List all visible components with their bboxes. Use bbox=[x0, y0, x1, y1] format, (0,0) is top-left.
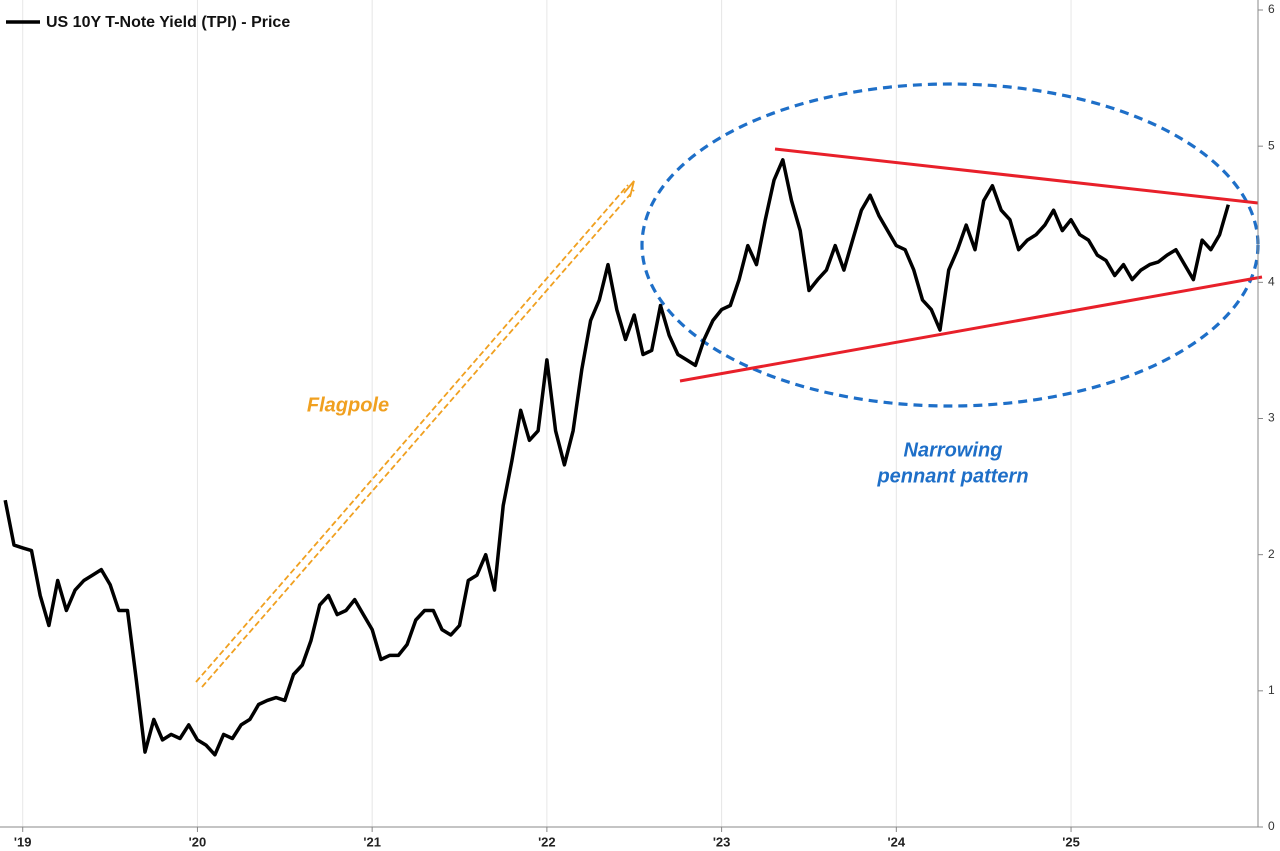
x-tick-label: '20 bbox=[189, 834, 207, 849]
lower-trendline bbox=[679, 275, 1263, 383]
x-tick-label: '25 bbox=[1062, 834, 1080, 849]
upper-trendline bbox=[774, 147, 1259, 205]
legend: US 10Y T-Note Yield (TPI) - Price bbox=[6, 14, 290, 31]
y-tick-label: 2 bbox=[1268, 547, 1275, 561]
pennant-label: Narrowing bbox=[904, 439, 1003, 461]
flagpole-arrow bbox=[195, 184, 629, 683]
grid bbox=[22, 0, 1072, 827]
pennant-label: pennant pattern bbox=[876, 465, 1028, 487]
x-tick-label: '24 bbox=[888, 834, 906, 849]
y-tick-label: 0 bbox=[1268, 819, 1275, 833]
flagpole-arrowhead bbox=[623, 180, 635, 198]
flagpole-arrow bbox=[201, 189, 635, 688]
y-tick-label: 4 bbox=[1268, 275, 1275, 289]
y-tick-label: 5 bbox=[1268, 138, 1275, 152]
y-tick-label: 6 bbox=[1268, 2, 1275, 16]
x-tick-label: '19 bbox=[14, 834, 32, 849]
y-tick-label: 1 bbox=[1268, 683, 1275, 697]
price-line bbox=[3, 158, 1230, 757]
x-tick-label: '22 bbox=[538, 834, 556, 849]
x-tick-label: '23 bbox=[713, 834, 731, 849]
legend-label: US 10Y T-Note Yield (TPI) - Price bbox=[46, 14, 290, 31]
y-tick-label: 3 bbox=[1268, 411, 1275, 425]
plot-area bbox=[3, 158, 1230, 757]
flagpole-label: Flagpole bbox=[307, 394, 389, 416]
x-tick-label: '21 bbox=[363, 834, 381, 849]
